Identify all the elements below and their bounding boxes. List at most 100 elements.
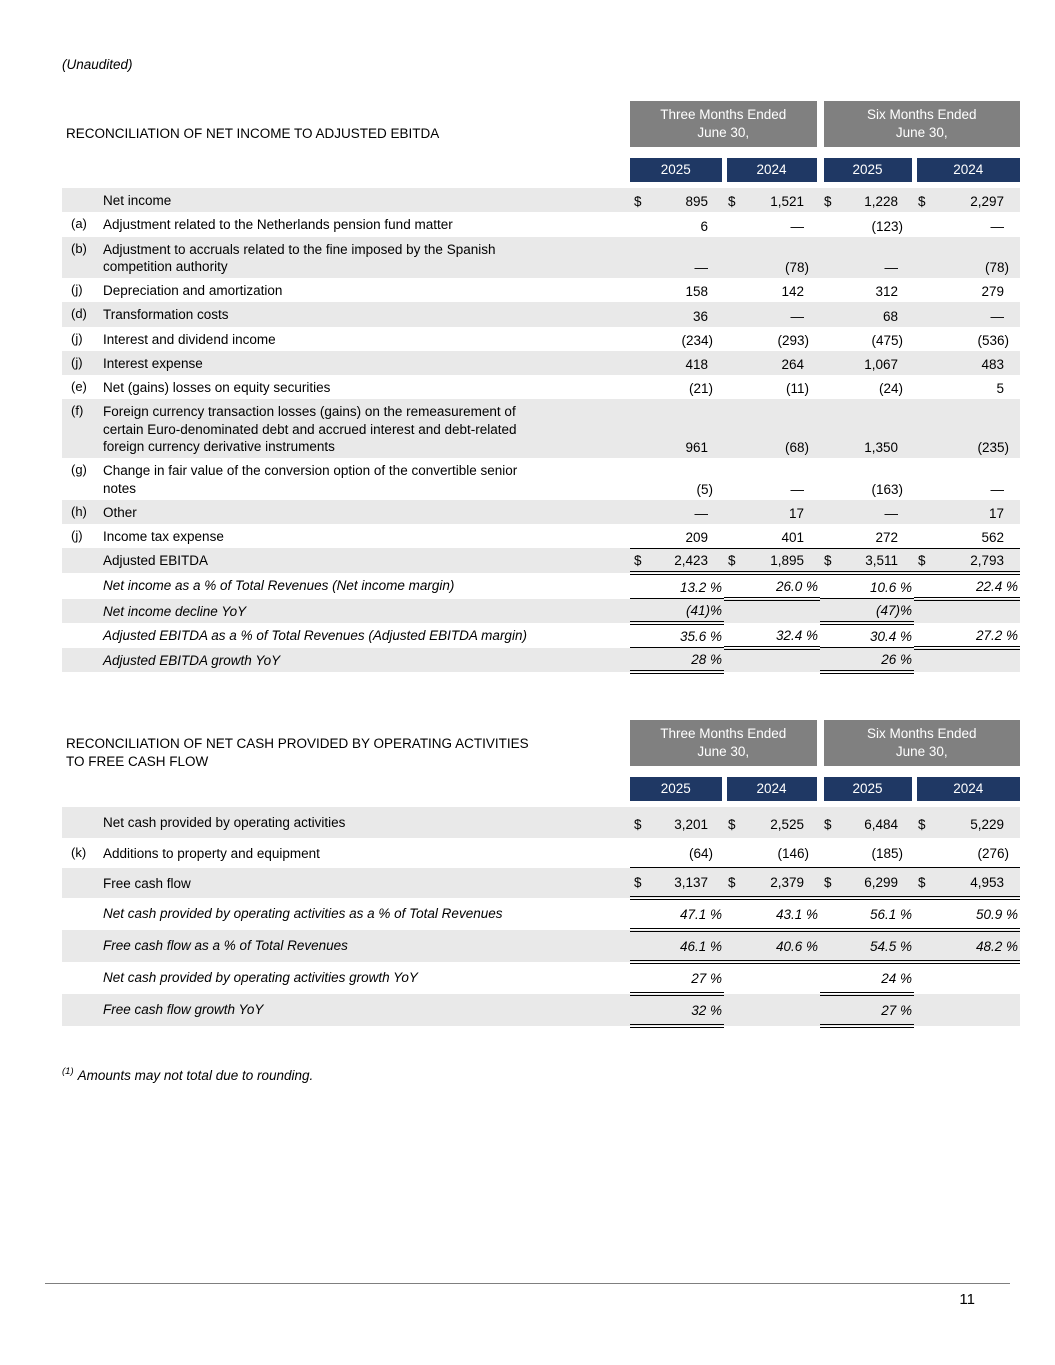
value-cell: (276)	[940, 837, 1021, 869]
currency-symbol: $	[820, 188, 847, 213]
currency-symbol	[914, 212, 940, 236]
row-note: (j)	[62, 350, 100, 376]
value-cell	[750, 598, 821, 624]
value-cell: 27 %	[846, 993, 915, 1029]
table-row: (j) Interest expense 418 264 1,067 483	[62, 350, 1021, 376]
row-note: (j)	[71, 282, 83, 298]
value-cell: (5)	[696, 481, 714, 497]
column-group-header: Three Months Ended June 30,	[630, 101, 821, 148]
currency-symbol	[630, 598, 656, 626]
currency-symbol	[630, 572, 656, 600]
value-cell: 1,521	[750, 188, 821, 213]
row-label: Net cash provided by operating activitie…	[103, 906, 503, 922]
value-cell: —	[750, 302, 821, 327]
row-note: (d)	[62, 302, 100, 327]
row-note: (h)	[62, 499, 100, 525]
value-cell: 2,423	[656, 548, 724, 575]
row-note	[62, 548, 100, 573]
value-cell: (185)	[846, 837, 915, 869]
value-cell: 142	[781, 284, 805, 300]
currency-symbol	[914, 837, 941, 869]
row-note	[62, 930, 100, 963]
currency-symbol	[820, 458, 846, 500]
currency-symbol: $	[724, 807, 750, 838]
value-cell: 6,484	[846, 807, 915, 838]
row-label: Additions to property and equipment	[103, 845, 320, 861]
value-cell: (163)	[871, 481, 904, 497]
value-cell: —	[990, 481, 1005, 497]
value-cell: (11)	[786, 381, 810, 397]
currency-symbol	[724, 350, 750, 376]
currency-symbol	[724, 458, 750, 500]
currency-symbol	[724, 524, 750, 549]
value-cell: 158	[685, 284, 708, 300]
row-label: Adjusted EBITDA growth YoY	[100, 647, 630, 673]
footnote-text: Amounts may not total due to rounding.	[77, 1067, 314, 1083]
currency-symbol	[630, 327, 656, 351]
header-spacer-row	[62, 147, 1021, 159]
header-spacer-row	[62, 766, 1021, 778]
currency-symbol	[914, 962, 940, 994]
header-row-years: 2025 2024 2025 2024	[62, 777, 1021, 802]
currency-symbol	[630, 302, 656, 327]
value-cell: 48.2 %	[940, 929, 1021, 965]
currency-symbol	[724, 399, 750, 459]
currency-symbol	[914, 499, 941, 525]
financial-table: RECONCILIATION OF NET CASH PROVIDED BY O…	[62, 720, 1021, 1029]
value-cell: 3,511	[846, 548, 915, 575]
currency-symbol	[914, 647, 941, 673]
table-row: Net cash provided by operating activitie…	[62, 807, 1021, 838]
value-cell: 35.6 %	[656, 623, 724, 649]
table-row: (a) Adjustment related to the Netherlands…	[62, 212, 1020, 236]
currency-symbol	[724, 994, 750, 1027]
row-label: Net income	[100, 188, 630, 213]
header-row-groups: RECONCILIATION OF NET CASH PROVIDED BY O…	[62, 720, 1021, 769]
table-row: Net cash provided by operating activitie…	[62, 961, 1020, 997]
value-cell: 26 %	[846, 647, 915, 675]
row-label: Net (gains) losses on equity securities	[103, 380, 331, 396]
currency-symbol	[820, 572, 847, 600]
row-note	[62, 573, 100, 599]
value-cell: 1,067	[846, 350, 915, 376]
value-cell: 5,229	[940, 807, 1021, 838]
table-row: Net cash provided by operating activitie…	[62, 897, 1021, 933]
header-row-groups: RECONCILIATION OF NET INCOME TO ADJUSTED…	[62, 101, 1021, 148]
row-label: Foreign currency transaction losses (gai…	[100, 399, 630, 459]
currency-symbol: $	[724, 867, 750, 901]
row-label: Interest expense	[100, 350, 630, 376]
currency-symbol	[820, 327, 846, 351]
value-cell: 27 %	[656, 961, 724, 997]
currency-symbol	[630, 961, 656, 997]
footer-divider	[45, 1283, 1010, 1284]
value-cell: 54.5 %	[846, 929, 915, 965]
currency-symbol	[914, 327, 940, 351]
row-label: Net cash provided by operating activitie…	[103, 970, 418, 986]
row-note: (j)	[71, 528, 83, 544]
value-cell: 40.6 %	[750, 929, 821, 965]
row-label: Free cash flow growth YoY	[100, 994, 630, 1027]
currency-symbol	[820, 524, 847, 549]
row-note	[62, 898, 100, 930]
value-cell: —	[846, 236, 915, 279]
value-cell: 56.1 %	[846, 897, 915, 933]
value-cell: (47)%	[846, 598, 915, 626]
currency-symbol	[820, 623, 847, 649]
value-cell: (235)	[940, 399, 1021, 459]
rounding-footnote: (1) Amounts may not total due to rounding…	[62, 1066, 1022, 1083]
currency-symbol	[724, 572, 750, 601]
currency-symbol	[820, 897, 847, 933]
table-row: Net income decline YoY (41)% (47)%	[62, 598, 1021, 626]
value-cell: (24)	[879, 381, 904, 397]
currency-symbol	[630, 993, 656, 1029]
value-cell: 17	[940, 499, 1021, 525]
currency-symbol	[820, 929, 847, 965]
row-note	[62, 994, 100, 1027]
value-cell: 10.6 %	[846, 572, 915, 600]
value-cell: 27.2 %	[940, 623, 1021, 650]
value-cell: 43.1 %	[750, 897, 821, 933]
year-header: 2025	[630, 777, 724, 802]
header-spacer	[630, 766, 1021, 778]
value-cell: 22.4 %	[940, 572, 1021, 601]
currency-symbol	[914, 302, 941, 327]
ebitda-reconciliation-table-container: RECONCILIATION OF NET INCOME TO ADJUSTED…	[62, 101, 1022, 675]
